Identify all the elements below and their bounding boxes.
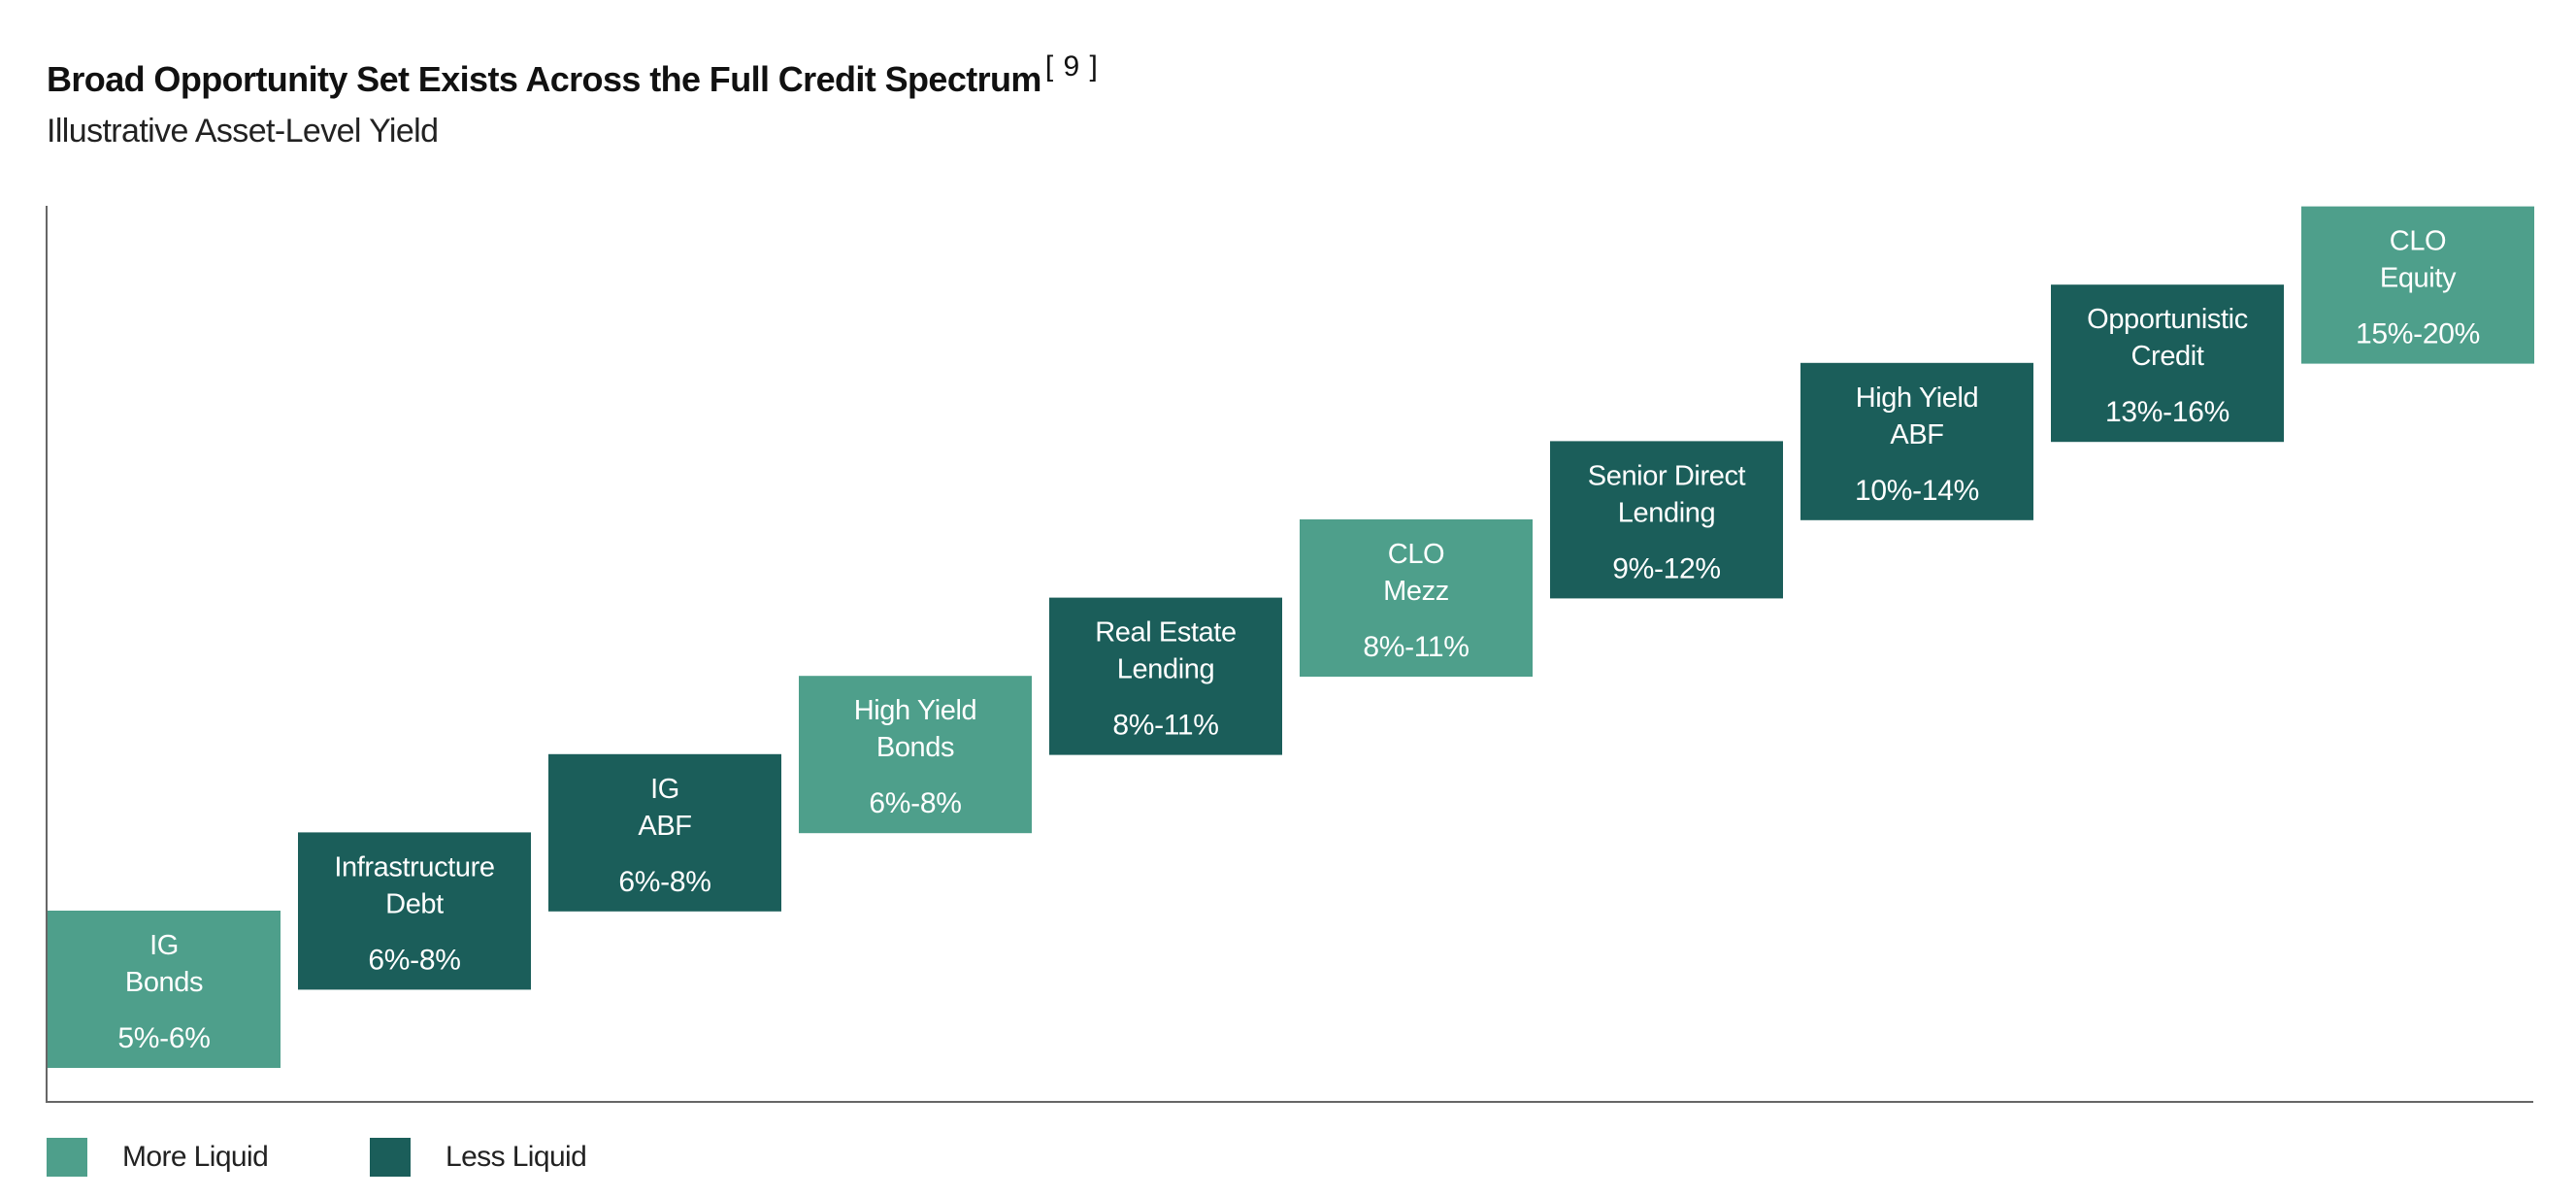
category-label: Lending	[1618, 497, 1715, 528]
category-label: IG	[149, 930, 179, 961]
chart-subtitle: Illustrative Asset-Level Yield	[47, 113, 439, 150]
range-box-infrastructure-debt: Infrastructure Debt 6%-8%	[298, 832, 531, 990]
legend-label-less-liquid: Less Liquid	[446, 1141, 587, 1173]
yield-range-label: 8%-11%	[1363, 631, 1469, 663]
yield-range-label: 13%-16%	[2105, 396, 2229, 428]
range-box-rect	[298, 832, 531, 990]
range-box-opportunistic-credit: Opportunistic Credit 13%-16%	[2051, 284, 2284, 443]
category-label: Debt	[385, 888, 444, 919]
range-box-rect	[2301, 206, 2534, 364]
category-label: Bonds	[876, 732, 954, 763]
yield-range-label: 6%-8%	[869, 787, 961, 819]
yield-range-label: 5%-6%	[117, 1022, 210, 1054]
range-box-clo-equity: CLO Equity 15%-20%	[2301, 206, 2534, 364]
category-label: Bonds	[125, 967, 203, 998]
chart-title-text: Broad Opportunity Set Exists Across the …	[47, 59, 1041, 99]
category-label: Senior Direct	[1588, 460, 1746, 491]
range-box-rect	[1550, 441, 1783, 599]
category-label: ABF	[1890, 419, 1943, 450]
category-label: Lending	[1117, 654, 1214, 685]
yield-range-label: 6%-8%	[618, 866, 710, 898]
yield-range-label: 10%-14%	[1855, 475, 1979, 507]
yield-range-label: 15%-20%	[2356, 318, 2480, 350]
category-label: ABF	[638, 811, 691, 842]
range-box-senior-direct-lending: Senior Direct Lending 9%-12%	[1550, 441, 1783, 599]
category-label: CLO	[1388, 539, 1444, 570]
range-box-rect	[48, 911, 281, 1068]
legend-swatch-less-liquid	[370, 1138, 411, 1177]
range-box-high-yield-bonds: High Yield Bonds 6%-8%	[799, 676, 1032, 834]
category-label: High Yield	[854, 695, 977, 726]
yield-range-label: 6%-8%	[368, 944, 460, 976]
legend-swatch-more-liquid	[47, 1138, 87, 1177]
category-label: Opportunistic	[2087, 304, 2248, 335]
range-box-high-yield-abf: High Yield ABF 10%-14%	[1800, 362, 2033, 520]
legend-item-more-liquid: More Liquid	[47, 1138, 269, 1177]
range-box-ig-abf: IG ABF 6%-8%	[548, 753, 781, 912]
range-box-ig-bonds: IG Bonds 5%-6%	[48, 911, 281, 1068]
range-box-rect	[1300, 519, 1533, 677]
category-label: High Yield	[1856, 383, 1979, 414]
legend-label-more-liquid: More Liquid	[122, 1141, 269, 1173]
range-boxes: IG Bonds 5%-6% Infrastructure Debt 6%-8% IG ABF…	[48, 206, 2534, 1068]
range-box-rect	[799, 676, 1032, 834]
chart-title: Broad Opportunity Set Exists Across the …	[47, 50, 1099, 100]
range-box-rect	[1800, 362, 2033, 520]
yield-range-label: 8%-11%	[1112, 710, 1218, 742]
category-label: Credit	[2131, 341, 2204, 372]
range-box-real-estate-lending: Real Estate Lending 8%-11%	[1049, 597, 1282, 755]
yield-range-label: 9%-12%	[1612, 552, 1721, 584]
range-box-rect	[1049, 597, 1282, 755]
footnote-reference: [ 9 ]	[1044, 50, 1099, 83]
category-label: Mezz	[1383, 576, 1449, 607]
category-label: Infrastructure	[334, 851, 494, 882]
category-label: CLO	[2390, 226, 2446, 257]
category-label: Real Estate	[1095, 617, 1237, 649]
range-box-rect	[2051, 284, 2284, 443]
category-label: Equity	[2380, 263, 2457, 294]
range-box-clo-mezz: CLO Mezz 8%-11%	[1300, 519, 1533, 677]
range-box-rect	[548, 753, 781, 912]
legend-item-less-liquid: Less Liquid	[370, 1138, 587, 1177]
category-label: IG	[650, 774, 679, 805]
